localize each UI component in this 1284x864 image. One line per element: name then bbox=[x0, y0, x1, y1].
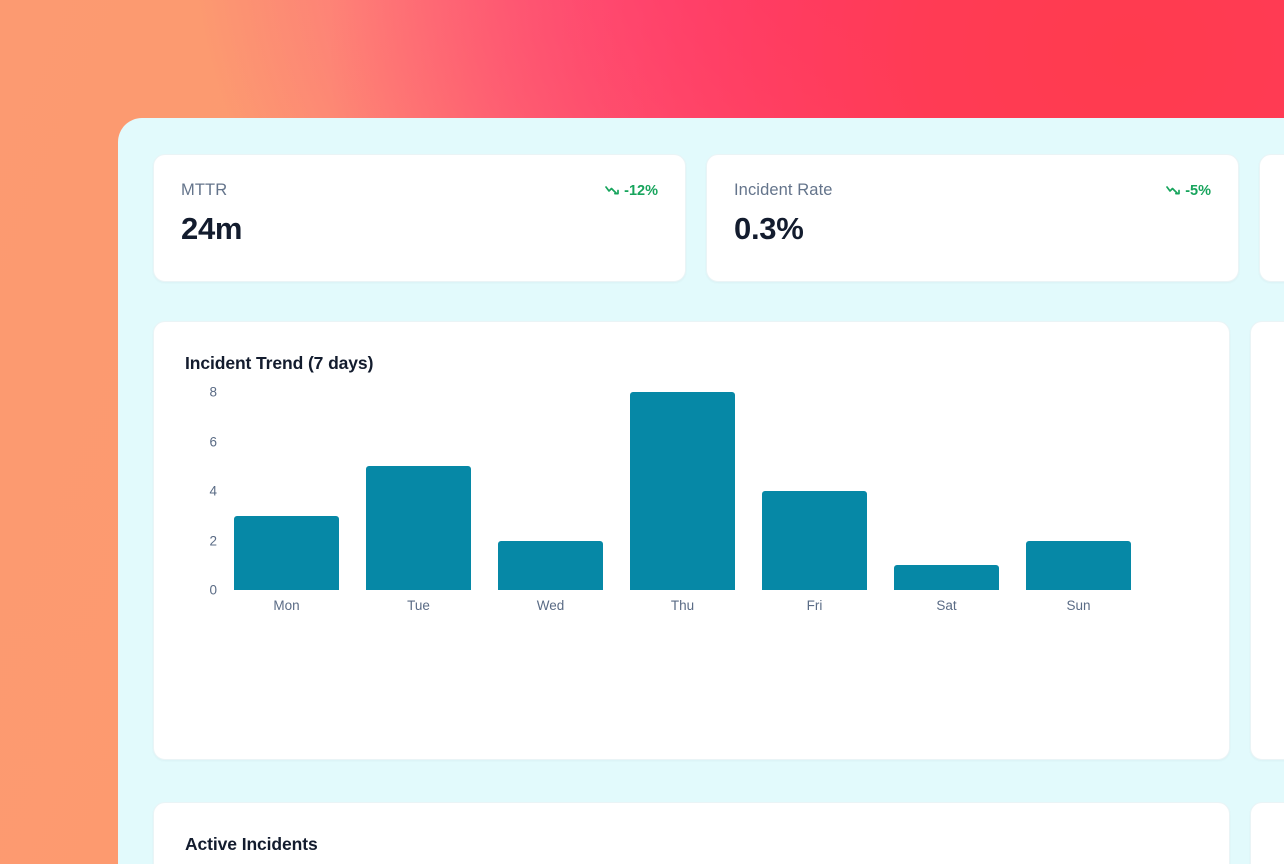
kpi-header: MTTR -12% bbox=[181, 181, 658, 200]
bar-column[interactable] bbox=[630, 392, 735, 590]
bar[interactable] bbox=[234, 515, 339, 590]
kpi-header: Incident Rate -5% bbox=[734, 181, 1211, 200]
kpi-card-mttr[interactable]: MTTR -12% 24m bbox=[153, 154, 686, 282]
x-axis-label: Thu bbox=[670, 598, 695, 613]
kpi-value: 24m bbox=[181, 211, 243, 246]
y-axis-tick: 2 bbox=[209, 533, 217, 548]
incident-trend-card: Incident Trend (7 days) 8 6 4 2 0 Mon Tue Wed T… bbox=[153, 321, 1230, 760]
bar-column[interactable] bbox=[894, 392, 999, 590]
plot-area bbox=[234, 392, 1185, 590]
x-axis-label: Tue bbox=[407, 598, 430, 613]
bar[interactable] bbox=[366, 466, 471, 590]
trending-down-icon bbox=[605, 186, 619, 195]
bar[interactable] bbox=[498, 540, 603, 590]
x-axis-label: Sat bbox=[936, 598, 957, 613]
x-axis-label: Sun bbox=[1066, 598, 1091, 613]
y-axis-tick: 6 bbox=[209, 434, 217, 449]
x-axis-label: Mon bbox=[273, 598, 300, 613]
y-axis: 8 6 4 2 0 bbox=[185, 385, 217, 598]
kpi-value: 0.3% bbox=[734, 211, 804, 246]
kpi-delta: -5% bbox=[1166, 183, 1211, 199]
trending-down-icon bbox=[1166, 186, 1181, 195]
bar-column[interactable] bbox=[498, 392, 603, 590]
chart-row: Incident Trend (7 days) 8 6 4 2 0 Mon Tue Wed T… bbox=[153, 321, 1284, 760]
y-axis-tick: 8 bbox=[209, 384, 217, 400]
y-axis-tick: 0 bbox=[209, 582, 217, 598]
dashboard-panel: MTTR -12% 24m Incident Rate bbox=[118, 118, 1284, 864]
kpi-label: MTTR bbox=[181, 181, 228, 199]
kpi-label: Incident Rate bbox=[734, 181, 833, 199]
bar-column[interactable] bbox=[1026, 392, 1131, 590]
kpi-row: MTTR -12% 24m Incident Rate bbox=[153, 154, 1284, 282]
bar[interactable] bbox=[1026, 540, 1131, 590]
side-card-clipped bbox=[1250, 321, 1284, 760]
kpi-card-incident-rate[interactable]: Incident Rate -5% 0.3% bbox=[706, 154, 1239, 282]
kpi-card-clipped[interactable] bbox=[1259, 154, 1284, 282]
active-incidents-card: Active Incidents bbox=[153, 802, 1230, 864]
bar-chart: 8 6 4 2 0 Mon Tue Wed Thu Fri Sat Sun bbox=[185, 385, 1185, 637]
x-axis: Mon Tue Wed Thu Fri Sat Sun bbox=[234, 598, 1185, 613]
bar-column[interactable] bbox=[234, 392, 339, 590]
bar-column[interactable] bbox=[762, 392, 867, 590]
card-title: Active Incidents bbox=[185, 834, 318, 854]
x-axis-label: Wed bbox=[536, 598, 565, 613]
y-axis-tick: 4 bbox=[209, 483, 217, 499]
bottom-row: Active Incidents bbox=[153, 802, 1284, 864]
bar[interactable] bbox=[762, 491, 867, 590]
kpi-delta-value: -12% bbox=[624, 182, 658, 199]
kpi-delta-value: -5% bbox=[1185, 182, 1211, 199]
card-title: Incident Trend (7 days) bbox=[185, 353, 374, 373]
bar[interactable] bbox=[630, 392, 735, 590]
side-card-bottom-clipped bbox=[1250, 802, 1284, 864]
kpi-delta: -12% bbox=[605, 183, 658, 199]
bar-column[interactable] bbox=[366, 392, 471, 590]
x-axis-label: Fri bbox=[806, 598, 823, 613]
bar[interactable] bbox=[894, 565, 999, 590]
